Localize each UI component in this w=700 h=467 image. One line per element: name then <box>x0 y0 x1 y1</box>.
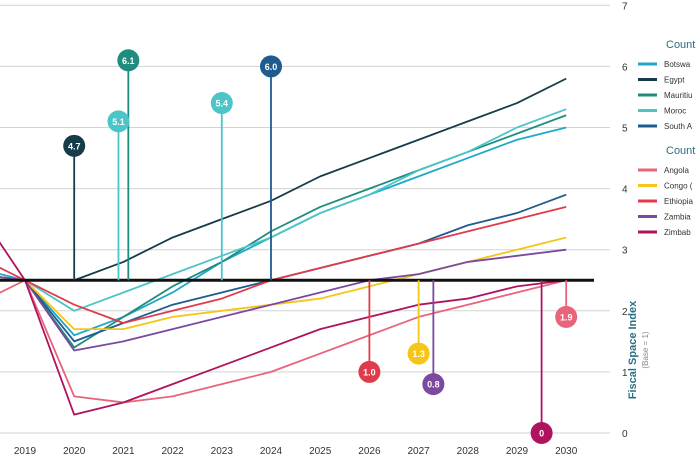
legend-title: Count <box>666 145 695 157</box>
y-tick-label: 6 <box>622 62 628 73</box>
legend-item: Zimbab <box>638 228 691 237</box>
legend-item: Egypt <box>638 76 685 85</box>
y-tick-label: 7 <box>622 1 628 12</box>
pin-value-label: 1.0 <box>363 367 376 377</box>
annotation-pin: 4.7 <box>63 134 86 281</box>
series-line-8 <box>0 248 567 352</box>
pin-marker <box>530 422 553 444</box>
pin-marker <box>107 110 130 133</box>
x-tick-label: 2024 <box>260 446 283 457</box>
legend-item: Botswa <box>638 60 691 69</box>
pin-value-label: 1.9 <box>560 312 573 322</box>
x-tick-label: 2029 <box>506 446 529 457</box>
legend-item: South A <box>638 122 693 131</box>
pin-value-label: 4.7 <box>68 141 81 151</box>
series-lines <box>0 77 567 416</box>
gridlines <box>0 4 610 434</box>
pin-value-label: 6.1 <box>122 56 135 66</box>
legend-label: Angola <box>664 166 689 175</box>
pin-value-label: 0 <box>539 429 544 439</box>
series-line-9 <box>0 241 567 416</box>
x-tick-label: 2019 <box>14 446 37 457</box>
x-tick-label: 2023 <box>211 446 234 457</box>
x-tick-label: 2030 <box>555 446 578 457</box>
annotation-pin: 1.0 <box>358 280 381 383</box>
legend-title: Count <box>666 39 695 51</box>
legend-item: Moroc <box>638 107 686 116</box>
legend-item: Mauritiu <box>638 91 692 100</box>
y-axis-subtitle: (Base = 1) <box>641 331 650 368</box>
pin-marker <box>210 92 233 115</box>
series-line-7 <box>0 206 567 324</box>
legend-item: Ethiopia <box>638 197 693 206</box>
annotation-pin: 5.4 <box>210 92 233 281</box>
legend-label: Ethiopia <box>664 197 693 206</box>
legend-label: Congo ( <box>664 182 693 191</box>
legend-label: Mauritiu <box>664 91 692 100</box>
y-tick-label: 1 <box>622 368 628 379</box>
annotation-pins: 4.7 6.1 5.1 5.4 6.0 1.0 1.3 0.8 0 1.9 <box>63 49 578 444</box>
legend-label: Zimbab <box>664 228 691 237</box>
legend-label: Egypt <box>664 76 685 85</box>
annotation-pin: 0 <box>530 280 553 444</box>
pin-value-label: 5.1 <box>112 117 125 127</box>
y-tick-label: 4 <box>622 185 628 196</box>
pin-value-label: 1.3 <box>412 349 425 359</box>
x-tick-label: 2022 <box>161 446 184 457</box>
annotation-pin: 1.9 <box>555 280 578 328</box>
y-tick-label: 2 <box>622 307 628 318</box>
y-axis-title: Fiscal Space Index <box>627 300 639 399</box>
series-line-5 <box>0 279 567 404</box>
x-axis-ticks: 2019 2020 2021 2022 2023 2024 2025 2026 2027 2028… <box>14 446 578 457</box>
x-tick-label: 2027 <box>407 446 430 457</box>
pin-value-label: 0.8 <box>427 380 440 390</box>
x-tick-label: 2028 <box>457 446 480 457</box>
x-tick-label: 2020 <box>63 446 86 457</box>
x-tick-label: 2021 <box>112 446 135 457</box>
series-line-4 <box>0 193 567 343</box>
legend-item: Zambia <box>638 213 691 222</box>
legend-item: Congo ( <box>638 182 693 191</box>
pin-marker <box>358 360 381 383</box>
annotation-pin: 6.1 <box>117 49 140 281</box>
pin-marker <box>117 49 140 72</box>
legend-label: South A <box>664 122 693 131</box>
series-line-6 <box>0 236 567 331</box>
y-tick-label: 3 <box>622 246 628 257</box>
y-axis-ticks: 0 1 2 3 4 5 6 7 <box>622 1 628 440</box>
x-tick-label: 2026 <box>358 446 381 457</box>
annotation-pin: 6.0 <box>260 55 282 281</box>
pin-marker <box>260 55 282 78</box>
annotation-pin: 5.1 <box>107 110 130 281</box>
legend: Count Botswa Egypt Mauritiu Moroc South A Coun… <box>638 39 695 237</box>
pin-marker <box>63 134 86 157</box>
y-tick-label: 5 <box>622 124 628 135</box>
y-tick-label: 0 <box>622 429 628 440</box>
pin-value-label: 5.4 <box>216 99 229 109</box>
pin-marker <box>422 373 445 396</box>
annotation-pin: 0.8 <box>422 280 445 396</box>
pin-marker <box>555 305 578 328</box>
x-tick-label: 2025 <box>309 446 332 457</box>
y-axis-title-group: Fiscal Space Index (Base = 1) <box>627 300 650 399</box>
legend-label: Zambia <box>664 213 691 222</box>
pin-value-label: 6.0 <box>265 62 278 72</box>
legend-label: Moroc <box>664 107 686 116</box>
legend-label: Botswa <box>664 60 691 69</box>
pin-marker <box>407 342 430 365</box>
legend-item: Angola <box>638 166 689 175</box>
annotation-pin: 1.3 <box>407 280 430 365</box>
